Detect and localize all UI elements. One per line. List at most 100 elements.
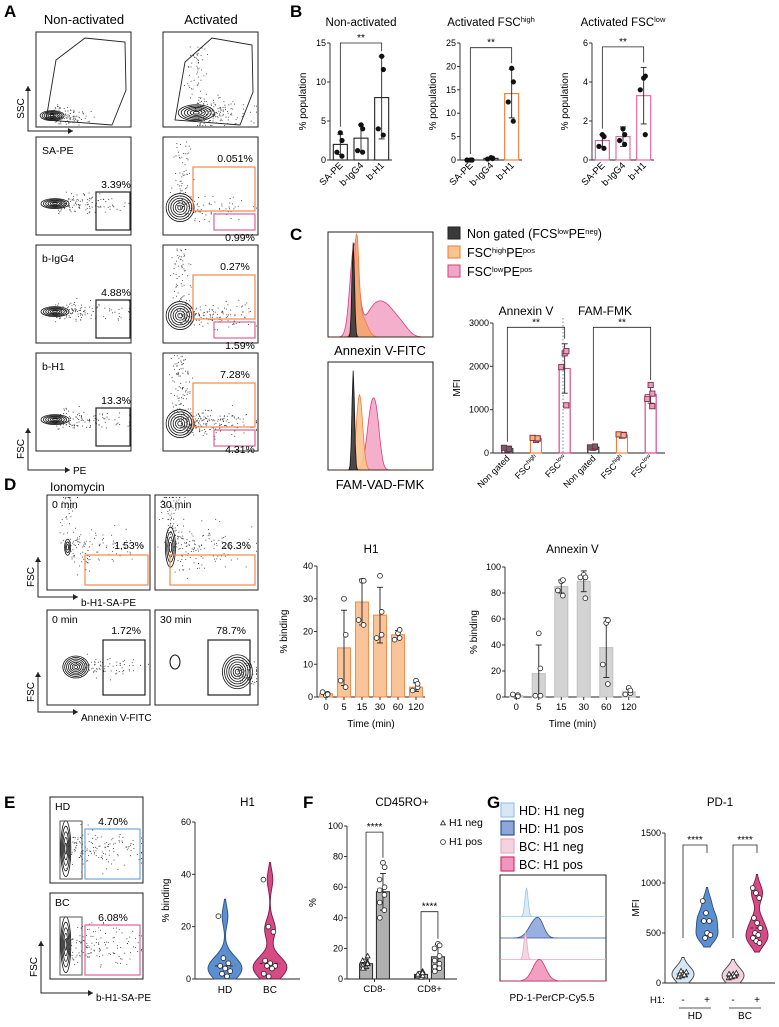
event-dot — [101, 413, 103, 415]
event-dot — [82, 940, 84, 942]
data-point — [419, 972, 426, 979]
event-dot — [119, 662, 121, 664]
event-dot — [67, 507, 69, 509]
event-dot — [243, 424, 245, 426]
event-dot — [200, 97, 202, 99]
event-dot — [206, 311, 208, 313]
gate-percent-low: 1.59% — [225, 340, 255, 352]
event-dot — [248, 311, 250, 313]
event-dot — [184, 323, 186, 325]
significance-bracket — [732, 844, 758, 938]
event-dot — [186, 317, 187, 319]
event-dot — [82, 546, 84, 548]
event-dot — [80, 307, 82, 309]
event-dot — [240, 675, 242, 676]
event-dot — [253, 661, 255, 663]
event-dot — [73, 111, 75, 113]
event-dot — [76, 200, 78, 202]
event-dot — [198, 82, 199, 84]
event-dot — [180, 427, 182, 429]
event-dot — [190, 321, 192, 323]
event-dot — [82, 314, 83, 316]
event-dot — [141, 851, 142, 853]
event-dot — [230, 108, 232, 109]
event-dot — [202, 557, 204, 559]
event-dot — [72, 958, 74, 960]
event-dot — [190, 424, 192, 426]
event-dot — [56, 314, 57, 316]
event-dot — [217, 420, 219, 422]
plot-frame — [162, 136, 259, 236]
event-dot — [58, 209, 59, 211]
event-dot — [180, 387, 182, 389]
data-point — [355, 617, 362, 623]
event-dot — [190, 430, 192, 432]
event-dot — [189, 284, 191, 286]
event-dot — [125, 846, 127, 848]
flow-plot-bc: BC6.08% — [49, 892, 144, 980]
event-dot — [60, 421, 62, 423]
gate-percent: 13.3% — [101, 395, 131, 407]
event-dot — [172, 550, 174, 551]
y-tick-label: 1500 — [641, 828, 661, 838]
event-dot — [230, 103, 232, 105]
event-dot — [61, 200, 63, 201]
event-dot — [121, 549, 123, 551]
event-dot — [63, 204, 65, 206]
event-dot — [237, 667, 239, 668]
event-dot — [88, 200, 90, 202]
event-dot — [182, 273, 184, 275]
event-dot — [175, 540, 177, 542]
event-dot — [180, 555, 182, 557]
contour-line — [52, 418, 58, 421]
event-dot — [77, 120, 79, 122]
event-dot — [184, 153, 186, 155]
event-dot — [109, 308, 111, 310]
event-dot — [60, 317, 61, 319]
plot-frame — [499, 874, 607, 982]
event-dot — [204, 423, 206, 425]
contour-line — [66, 658, 86, 676]
event-dot — [103, 537, 105, 539]
data-point — [563, 348, 570, 355]
event-dot — [182, 569, 184, 571]
event-dot — [91, 922, 93, 924]
event-dot — [67, 837, 69, 839]
event-dot — [247, 663, 249, 665]
event-dot — [102, 417, 104, 419]
event-dot — [81, 418, 83, 420]
event-dot — [64, 207, 65, 209]
event-dot — [73, 115, 75, 117]
y-tick-label: 100 — [486, 562, 501, 572]
event-dot — [199, 306, 201, 308]
event-dot — [69, 497, 71, 499]
data-point — [644, 395, 651, 402]
event-dot — [80, 660, 82, 662]
event-dot — [180, 414, 182, 416]
data-point — [359, 964, 366, 971]
event-dot — [75, 116, 77, 118]
contour-line — [62, 831, 70, 866]
event-dot — [89, 546, 90, 548]
significance-bracket — [420, 911, 439, 971]
event-dot — [94, 852, 96, 854]
event-dot — [129, 553, 131, 555]
event-dot — [54, 115, 56, 117]
event-dot — [206, 433, 208, 435]
event-dot — [212, 113, 213, 115]
event-dot — [60, 202, 62, 204]
data-point — [757, 925, 764, 931]
event-dot — [173, 156, 175, 158]
event-dot — [194, 220, 196, 222]
event-dot — [242, 683, 244, 685]
event-dot — [199, 323, 201, 325]
event-dot — [232, 424, 234, 426]
data-point — [341, 595, 347, 602]
event-dot — [60, 123, 62, 125]
event-dot — [214, 420, 216, 422]
event-dot — [197, 125, 198, 126]
event-dot — [189, 427, 191, 429]
event-dot — [236, 305, 238, 307]
event-dot — [222, 110, 224, 112]
event-dot — [241, 115, 243, 117]
